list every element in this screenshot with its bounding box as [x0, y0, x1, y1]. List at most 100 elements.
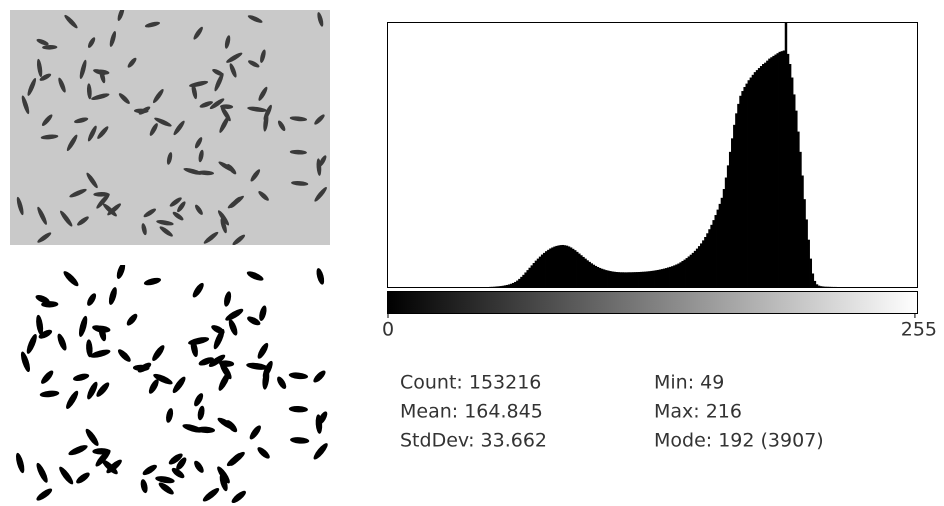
grain [153, 89, 164, 104]
grain [195, 204, 203, 215]
grain [198, 149, 204, 163]
bar [559, 245, 562, 287]
grain [66, 390, 79, 409]
bar [652, 270, 655, 287]
grain [257, 342, 269, 359]
grain [36, 314, 44, 336]
grain [76, 472, 90, 484]
grain [149, 123, 158, 136]
grain [91, 93, 110, 100]
bar [582, 256, 585, 287]
bar [747, 80, 751, 287]
bar [759, 66, 763, 287]
grain [57, 333, 67, 351]
bar [656, 269, 660, 287]
grain [194, 393, 204, 407]
bar [757, 68, 761, 287]
grain [224, 291, 232, 307]
grain [317, 12, 324, 27]
grain [246, 271, 264, 281]
grain [38, 329, 53, 339]
grain [211, 325, 225, 334]
bar [691, 252, 695, 287]
grain [197, 405, 205, 421]
grain [193, 26, 203, 40]
grain [258, 86, 268, 101]
bar [793, 94, 796, 287]
grain [96, 382, 110, 397]
bar [770, 57, 773, 287]
grain [232, 234, 246, 245]
bar [739, 95, 742, 288]
bar [621, 272, 624, 287]
bar [590, 263, 593, 287]
bar [594, 265, 598, 287]
grain [314, 187, 327, 202]
grain [263, 104, 272, 121]
bar [714, 215, 717, 287]
bar [782, 50, 786, 288]
bar [733, 124, 736, 288]
grain [63, 271, 79, 287]
bar [588, 261, 591, 287]
bar [702, 240, 705, 287]
grain [249, 425, 261, 440]
grain [118, 93, 130, 104]
grain [41, 370, 54, 384]
grain [220, 104, 234, 109]
grain [219, 362, 232, 380]
grain [177, 201, 186, 213]
bar [561, 244, 565, 287]
grain [158, 482, 174, 495]
grain [209, 98, 225, 110]
grain [231, 490, 246, 504]
x-tick-label: 255 [901, 319, 937, 341]
bar [592, 264, 596, 287]
grain [192, 282, 204, 298]
bar [615, 271, 618, 287]
bar [609, 271, 612, 287]
bar [745, 83, 748, 288]
bar [675, 264, 678, 287]
bar [565, 245, 569, 287]
grain [60, 210, 73, 227]
bar [722, 189, 726, 287]
bar [681, 260, 684, 287]
stat-mean: Mean: 164.845 [400, 401, 543, 423]
grain [259, 305, 267, 321]
grain [198, 357, 214, 366]
grain [97, 126, 109, 139]
bar [611, 271, 614, 287]
bar [683, 259, 686, 287]
bar [598, 267, 602, 287]
grain [87, 293, 97, 306]
grain [78, 315, 88, 337]
bar [538, 256, 542, 287]
bar [638, 271, 641, 287]
grain [92, 325, 108, 333]
bar [557, 245, 560, 287]
grain [288, 372, 309, 380]
grain [27, 77, 37, 96]
bar [669, 266, 672, 287]
grain [159, 226, 173, 237]
bar [613, 271, 616, 287]
grain [247, 106, 267, 112]
bar [524, 272, 527, 287]
grain [258, 191, 269, 201]
bar [821, 286, 825, 287]
grain [95, 449, 111, 467]
grain [219, 115, 230, 133]
bar [799, 151, 802, 287]
grain [68, 445, 88, 456]
bar [677, 263, 680, 287]
bar [813, 280, 817, 287]
grain [194, 137, 203, 149]
grain [260, 49, 266, 63]
bar [536, 258, 540, 287]
grain [172, 376, 186, 394]
bar [499, 286, 503, 287]
bar [607, 270, 610, 287]
bar [648, 271, 651, 287]
bar [586, 260, 589, 287]
